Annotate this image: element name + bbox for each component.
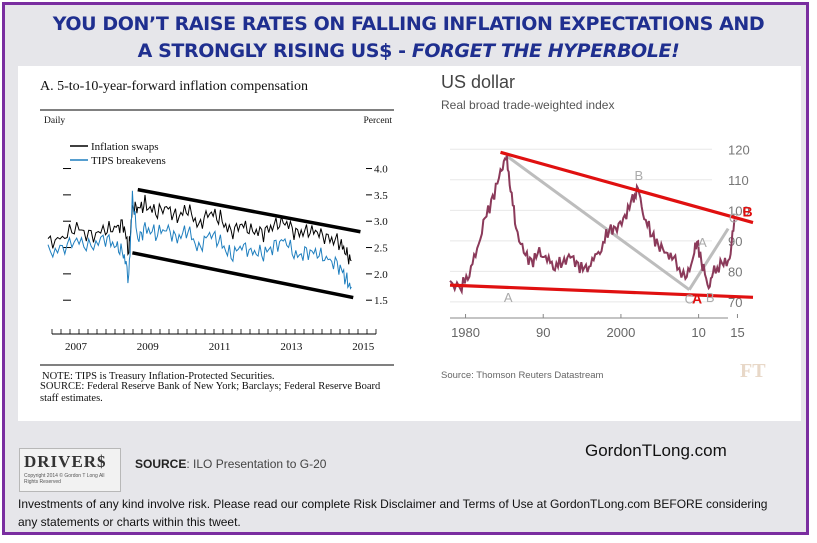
left-series-group	[47, 190, 352, 290]
right-xtick-label: 90	[536, 325, 550, 340]
logo-subtext: Copyright 2014 © Gordon T Long All Right…	[24, 473, 105, 485]
chart-panel: A. 5-to-10-year-forward inflation compen…	[18, 66, 801, 421]
right-ytick-label: 110	[728, 173, 749, 188]
right-xtick-label: 10	[691, 325, 705, 340]
right-ytick-label: 70	[728, 295, 742, 310]
headline-line-2: A STRONGLY RISING US$ - FORGET THE HYPER…	[5, 40, 812, 62]
right-y-axis: 120 110 100 90 80 70	[728, 142, 750, 310]
right-trend-support	[449, 283, 754, 299]
ft-watermark: FT	[740, 360, 766, 382]
right-ytick-label: 120	[728, 142, 750, 157]
left-source: SOURCE: Federal Reserve Bank of New York…	[40, 381, 381, 404]
left-xtick-label: 2009	[137, 341, 160, 353]
left-trend-lower	[132, 251, 354, 300]
right-series-group	[449, 155, 736, 296]
right-xtick-label: 2000	[606, 325, 635, 340]
right-xtick-label: 1980	[451, 325, 480, 340]
right-point-label: A	[698, 235, 707, 250]
inflation-chart: A. 5-to-10-year-forward inflation compen…	[40, 79, 394, 404]
legend-label-swaps: Inflation swaps	[91, 141, 159, 153]
left-trend-lines	[132, 187, 361, 300]
site-name[interactable]: GordonTLong.com	[585, 441, 727, 460]
right-ytick-label: 80	[728, 264, 742, 279]
left-frequency-label: Daily	[44, 116, 65, 126]
right-red-label: B	[742, 203, 752, 219]
source-line: SOURCE: ILO Presentation to G-20	[135, 457, 326, 471]
left-series-line-0	[47, 194, 352, 265]
right-point-label: B	[634, 168, 643, 183]
right-series-line	[449, 155, 736, 296]
left-ytick-label: 3.0	[374, 216, 388, 228]
left-chart-title: A. 5-to-10-year-forward inflation compen…	[40, 79, 308, 94]
right-point-label: A	[504, 290, 513, 305]
left-trend-upper	[137, 187, 361, 234]
charts-svg: A. 5-to-10-year-forward inflation compen…	[40, 72, 766, 404]
left-ytick-label: 1.5	[374, 295, 388, 307]
right-xtick-label: 15	[730, 325, 744, 340]
headline-line-2-italic: FORGET THE HYPERBOLE!	[411, 40, 680, 62]
left-ytick-label: 3.5	[374, 190, 388, 202]
left-x-axis: 2007 2009 2011 2013 2015	[51, 329, 377, 353]
right-red-label: A	[692, 290, 702, 306]
left-xtick-label: 2015	[352, 341, 375, 353]
left-y-axis: 4.0 3.5 3.0 2.5 2.0 1.5	[63, 164, 388, 307]
headline-line-2-plain: A STRONGLY RISING US$ -	[137, 40, 412, 62]
legend-label-tips: TIPS breakevens	[91, 155, 166, 167]
disclaimer: Investments of any kind involve risk. Pl…	[18, 497, 768, 529]
left-ytick-label: 2.0	[374, 269, 388, 281]
right-ytick-label: 100	[728, 203, 750, 218]
headline-line-1: YOU DON’T RAISE RATES ON FALLING INFLATI…	[52, 13, 765, 35]
right-gray-trends	[505, 154, 730, 291]
left-legend: Inflation swaps TIPS breakevens	[70, 141, 166, 167]
left-xtick-label: 2013	[280, 341, 303, 353]
right-chart-subtitle: Real broad trade-weighted index	[441, 98, 614, 112]
left-unit-label: Percent	[364, 116, 393, 126]
right-point-label: B	[706, 290, 715, 305]
right-chart-title: US dollar	[441, 72, 515, 92]
drivers-logo: DRIVER$ Copyright 2014 © Gordon T Long A…	[19, 448, 121, 492]
right-trend-resistance	[500, 150, 754, 225]
left-ytick-label: 2.5	[374, 243, 388, 255]
left-series-line-1	[47, 190, 352, 290]
right-trend-gray1	[505, 154, 691, 291]
usd-chart: US dollar Real broad trade-weighted inde…	[441, 72, 766, 382]
right-trend-gray2	[688, 227, 730, 291]
logo-word: DRIVER$	[24, 452, 107, 471]
left-xtick-label: 2007	[65, 341, 88, 353]
right-ytick-label: 90	[728, 234, 742, 249]
right-x-axis: 1980 90 2000 10 15	[450, 314, 745, 340]
right-point-label: C	[729, 211, 738, 226]
left-note: NOTE: TIPS is Treasury Inflation-Protect…	[42, 371, 275, 382]
right-red-trends	[449, 150, 754, 299]
left-xtick-label: 2011	[209, 341, 231, 353]
source-text: : ILO Presentation to G-20	[186, 457, 327, 471]
source-label: SOURCE	[135, 457, 187, 471]
left-ytick-label: 4.0	[374, 164, 388, 176]
right-source: Source: Thomson Reuters Datastream	[441, 370, 604, 381]
right-point-label: C	[685, 291, 694, 306]
left-source-box: SOURCE: Federal Reserve Bank of New York…	[40, 381, 381, 404]
